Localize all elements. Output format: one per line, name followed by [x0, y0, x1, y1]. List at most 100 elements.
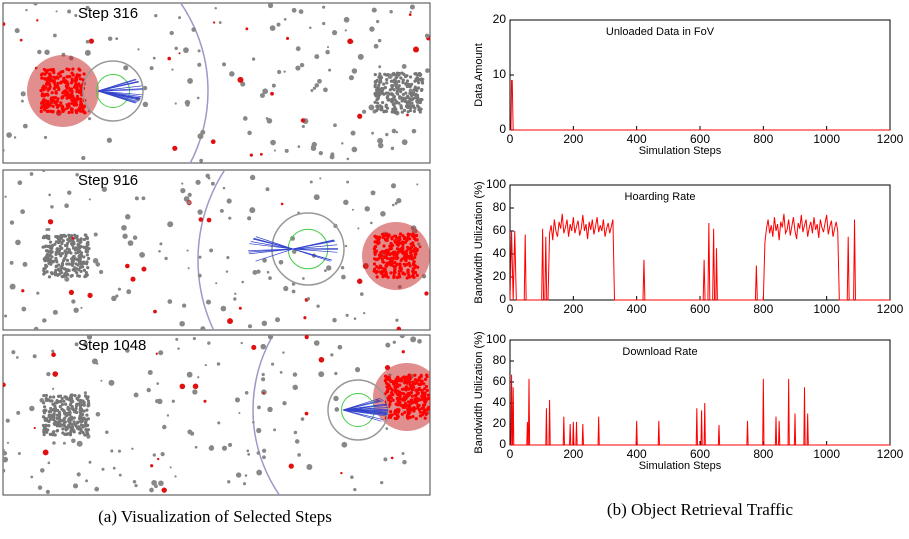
cluster-dot	[55, 401, 58, 404]
cluster-dot	[49, 407, 52, 410]
object-dot	[271, 363, 274, 366]
caption: (a) Visualization of Selected Steps	[98, 507, 332, 526]
object-dot	[64, 203, 69, 208]
y-tick-label: 100	[486, 332, 506, 346]
object-dot	[171, 69, 173, 71]
cluster-dot	[417, 86, 420, 89]
object-dot	[296, 46, 301, 51]
object-dot	[175, 338, 178, 341]
object-dot	[270, 92, 274, 96]
loaded-dot	[56, 84, 59, 87]
loaded-dot	[413, 382, 416, 385]
object-dot	[135, 196, 139, 200]
cluster-dot	[410, 101, 413, 104]
loaded-dot	[383, 267, 386, 270]
y-tick-label: 80	[493, 353, 507, 367]
object-dot	[335, 407, 340, 412]
loaded-dot	[403, 264, 406, 267]
cluster-dot	[389, 92, 392, 95]
cluster-dot	[43, 433, 46, 436]
object-dot	[2, 457, 8, 463]
object-dot	[71, 438, 76, 443]
object-dot	[188, 267, 190, 269]
cluster-dot	[81, 418, 84, 421]
loaded-dot	[78, 106, 81, 109]
chart-title: Unloaded Data in FoV	[606, 26, 715, 38]
loaded-dot	[393, 265, 396, 268]
cluster-dot	[374, 85, 377, 88]
loaded-dot	[49, 110, 52, 113]
cluster-dot	[404, 100, 407, 103]
object-dot	[47, 228, 50, 231]
object-dot	[48, 462, 51, 465]
loaded-dot	[390, 252, 393, 255]
loaded-dot	[40, 101, 43, 104]
cluster-dot	[82, 424, 85, 427]
cluster-dot	[405, 96, 408, 99]
object-dot	[425, 34, 430, 39]
object-dot	[149, 488, 154, 493]
loaded-dot	[401, 257, 404, 260]
object-dot	[245, 27, 248, 30]
loaded-dot	[418, 379, 421, 382]
y-axis-label: Bandwidth Utilization (%)	[473, 181, 485, 303]
cluster-dot	[78, 259, 81, 262]
object-dot	[402, 139, 408, 145]
loaded-dot	[382, 244, 385, 247]
cluster-dot	[58, 411, 61, 414]
loaded-dot	[407, 404, 410, 407]
y-tick-label: 0	[499, 437, 506, 451]
object-dot	[86, 40, 90, 44]
object-dot	[164, 257, 167, 260]
object-dot	[177, 347, 180, 350]
cluster-dot	[48, 260, 51, 263]
object-dot	[317, 79, 322, 84]
cluster-dot	[402, 93, 405, 96]
object-dot	[341, 266, 344, 269]
object-dot	[34, 427, 36, 429]
object-dot	[96, 412, 101, 417]
object-dot	[170, 466, 172, 468]
loaded-dot	[388, 394, 391, 397]
object-dot	[385, 343, 390, 348]
object-dot	[126, 289, 131, 294]
loaded-dot	[52, 96, 55, 99]
object-dot	[221, 306, 227, 312]
object-dot	[413, 47, 419, 53]
cluster-dot	[47, 235, 50, 238]
cluster-dot	[60, 408, 63, 411]
object-dot	[20, 39, 23, 42]
cluster-dot	[69, 412, 72, 415]
object-dot	[282, 401, 286, 405]
loaded-dot	[408, 237, 411, 240]
cluster-dot	[54, 235, 57, 238]
loaded-dot	[403, 381, 406, 384]
loaded-dot	[383, 273, 386, 276]
cluster-dot	[53, 423, 56, 426]
chart-title: Hoarding Rate	[625, 191, 696, 203]
loaded-dot	[412, 263, 415, 266]
loaded-dot	[401, 388, 404, 391]
cluster-dot	[54, 253, 57, 256]
loaded-dot	[394, 379, 397, 382]
object-dot	[51, 352, 56, 357]
object-dot	[330, 353, 333, 356]
loaded-dot	[52, 105, 55, 108]
object-dot	[344, 17, 350, 23]
object-dot	[197, 97, 200, 100]
object-dot	[402, 64, 407, 69]
object-dot	[395, 202, 398, 205]
cluster-dot	[402, 97, 405, 100]
loaded-dot	[398, 401, 401, 404]
loaded-dot	[423, 409, 426, 412]
loaded-dot	[79, 97, 82, 100]
loaded-dot	[380, 254, 383, 257]
cluster-dot	[56, 274, 59, 277]
object-dot	[267, 407, 272, 412]
object-dot	[261, 377, 265, 381]
object-dot	[272, 84, 276, 88]
cluster-dot	[409, 75, 412, 78]
cluster-dot	[409, 97, 412, 100]
y-tick-label: 0	[499, 292, 506, 306]
cluster-dot	[396, 89, 399, 92]
